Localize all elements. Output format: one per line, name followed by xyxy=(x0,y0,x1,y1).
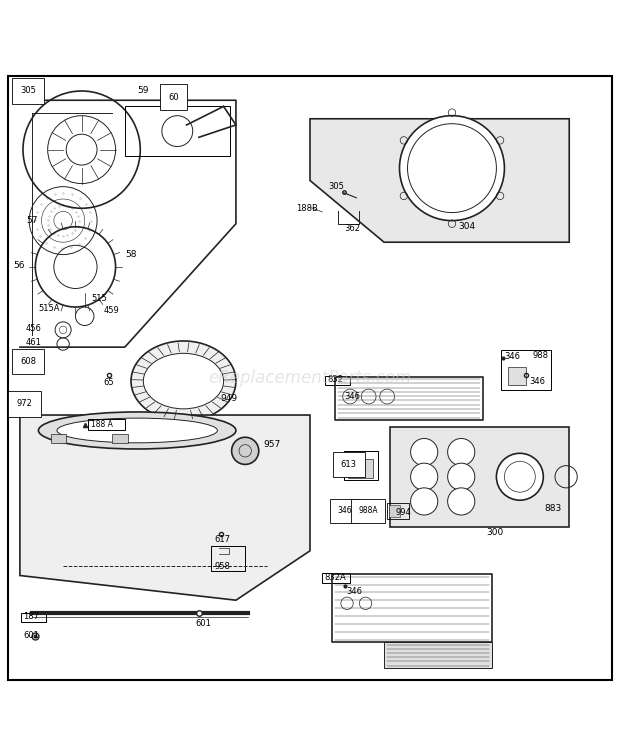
Text: 832: 832 xyxy=(327,375,343,384)
Circle shape xyxy=(448,438,475,466)
Text: 300: 300 xyxy=(486,528,503,537)
Text: 456: 456 xyxy=(26,324,42,333)
Ellipse shape xyxy=(143,353,224,409)
Text: 958: 958 xyxy=(215,562,230,571)
Text: 346: 346 xyxy=(344,392,360,401)
Text: 59: 59 xyxy=(137,86,149,95)
Text: 188B: 188B xyxy=(296,204,318,212)
Text: 65: 65 xyxy=(104,379,114,387)
Text: 346: 346 xyxy=(347,587,363,596)
Ellipse shape xyxy=(57,418,218,443)
Circle shape xyxy=(497,454,543,500)
Text: 459: 459 xyxy=(104,305,119,314)
Text: 608: 608 xyxy=(20,357,36,366)
Polygon shape xyxy=(310,119,569,242)
Text: 188 A: 188 A xyxy=(91,420,113,429)
Circle shape xyxy=(410,438,438,466)
Text: 988: 988 xyxy=(532,351,548,360)
Text: 187: 187 xyxy=(23,612,39,621)
Polygon shape xyxy=(20,415,310,600)
Text: 304: 304 xyxy=(458,222,476,231)
Text: 613: 613 xyxy=(341,460,357,469)
Text: 515: 515 xyxy=(91,295,107,303)
Text: 949: 949 xyxy=(221,394,237,403)
Circle shape xyxy=(232,437,259,464)
Text: 346: 346 xyxy=(529,376,545,386)
Text: 346: 346 xyxy=(505,352,520,361)
Text: 515A: 515A xyxy=(38,304,60,313)
Text: 346: 346 xyxy=(338,507,352,515)
Text: 305: 305 xyxy=(329,182,344,191)
Text: 832A: 832A xyxy=(324,573,346,582)
Polygon shape xyxy=(384,642,492,668)
FancyBboxPatch shape xyxy=(508,367,526,386)
Text: 305: 305 xyxy=(20,86,36,95)
Text: 461: 461 xyxy=(26,339,42,347)
FancyBboxPatch shape xyxy=(348,460,373,478)
Text: 362: 362 xyxy=(344,224,360,233)
Circle shape xyxy=(448,463,475,491)
Text: 617: 617 xyxy=(215,535,231,544)
Text: 957: 957 xyxy=(264,440,281,449)
Text: 60: 60 xyxy=(168,93,179,101)
Text: 988A: 988A xyxy=(358,507,378,515)
Text: 601: 601 xyxy=(196,618,211,627)
Text: 972: 972 xyxy=(17,399,33,408)
FancyBboxPatch shape xyxy=(112,433,128,443)
Circle shape xyxy=(410,463,438,491)
Ellipse shape xyxy=(38,412,236,449)
Text: eReplacementParts.com: eReplacementParts.com xyxy=(208,369,412,387)
FancyBboxPatch shape xyxy=(51,433,66,443)
Circle shape xyxy=(410,488,438,515)
Text: 56: 56 xyxy=(14,261,25,270)
Text: 57: 57 xyxy=(26,216,38,225)
Text: 601: 601 xyxy=(23,631,39,640)
FancyBboxPatch shape xyxy=(389,505,400,518)
Circle shape xyxy=(399,116,505,221)
Text: 994: 994 xyxy=(395,508,411,517)
Ellipse shape xyxy=(131,341,236,421)
Text: 58: 58 xyxy=(125,250,136,259)
Text: 883: 883 xyxy=(544,504,562,513)
Circle shape xyxy=(448,488,475,515)
Polygon shape xyxy=(390,427,569,528)
